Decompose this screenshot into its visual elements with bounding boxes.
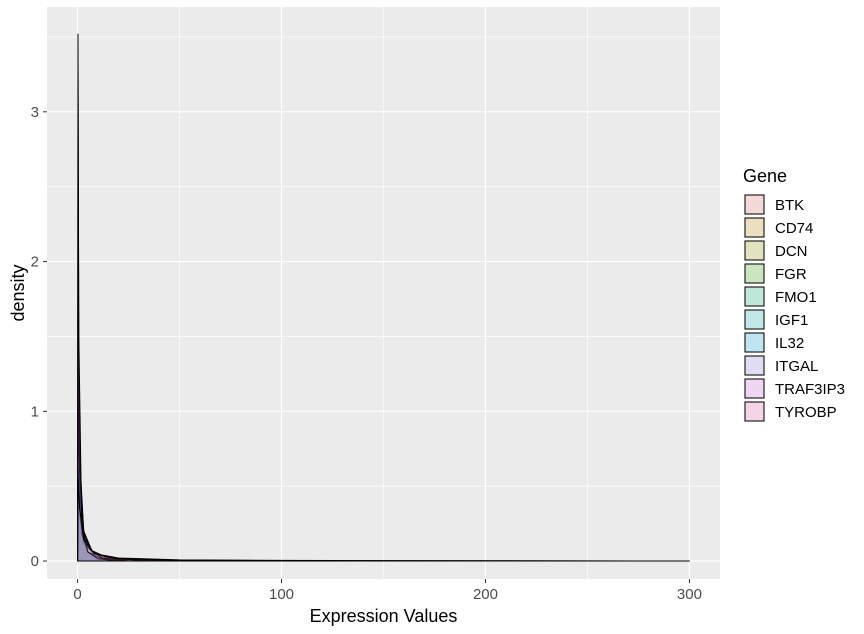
legend-label: TYROBP [775,404,837,421]
legend-label: IGF1 [775,312,808,329]
legend-key-bg [744,217,765,238]
legend-swatch-fmo1 [744,286,765,307]
legend-swatch-tyrobp [744,401,765,422]
density-curves [77,33,690,562]
y-axis-title: density [8,264,28,321]
legend-items: BTK CD74 DCN FGR FMO1 IGF1 IL32 ITGAL TRAF3IP3 TY… [744,194,845,422]
x-tick-label: 0 [73,586,81,603]
legend-label: DCN [775,243,808,260]
y-tick-label: 2 [31,254,39,271]
x-tick-label: 100 [269,586,294,603]
legend-label: FMO1 [775,289,817,306]
legend-swatch-igf1 [744,309,765,330]
legend-key-bg [744,378,765,399]
legend-swatch-itgal [744,355,765,376]
x-tick-label: 300 [677,586,702,603]
x-axis-ticks: 0 100 200 300 [73,579,702,603]
y-tick-label: 3 [31,104,39,121]
legend-swatch-cd74 [744,217,765,238]
legend-key-bg [744,286,765,307]
grid-minor [47,7,720,579]
y-tick-label: 1 [31,403,39,420]
legend-key-bg [744,263,765,284]
legend-swatch-btk [744,194,765,215]
legend-key-bg [744,309,765,330]
legend-swatch-traf3ip3 [744,378,765,399]
legend-key-bg [744,194,765,215]
legend-key-bg [744,332,765,353]
legend-label: ITGAL [775,358,818,375]
legend-title: Gene [743,166,787,186]
legend: Gene BTK CD74 DCN FGR FMO1 IGF1 IL32 ITGAL TRAF3… [743,166,845,422]
legend-key-bg [744,401,765,422]
legend-key-bg [744,355,765,376]
legend-swatch-fgr [744,263,765,284]
legend-label: CD74 [775,220,813,237]
x-axis-title: Expression Values [310,606,458,626]
legend-label: BTK [775,197,804,214]
x-tick-label: 200 [473,586,498,603]
legend-label: IL32 [775,335,804,352]
legend-key-bg [744,240,765,261]
y-axis-ticks: 0 1 2 3 [31,104,47,570]
legend-label: TRAF3IP3 [775,381,845,398]
legend-swatch-dcn [744,240,765,261]
density-curve-tyrobp [77,478,690,562]
legend-swatch-il32 [744,332,765,353]
y-tick-label: 0 [31,553,39,570]
legend-label: FGR [775,266,807,283]
